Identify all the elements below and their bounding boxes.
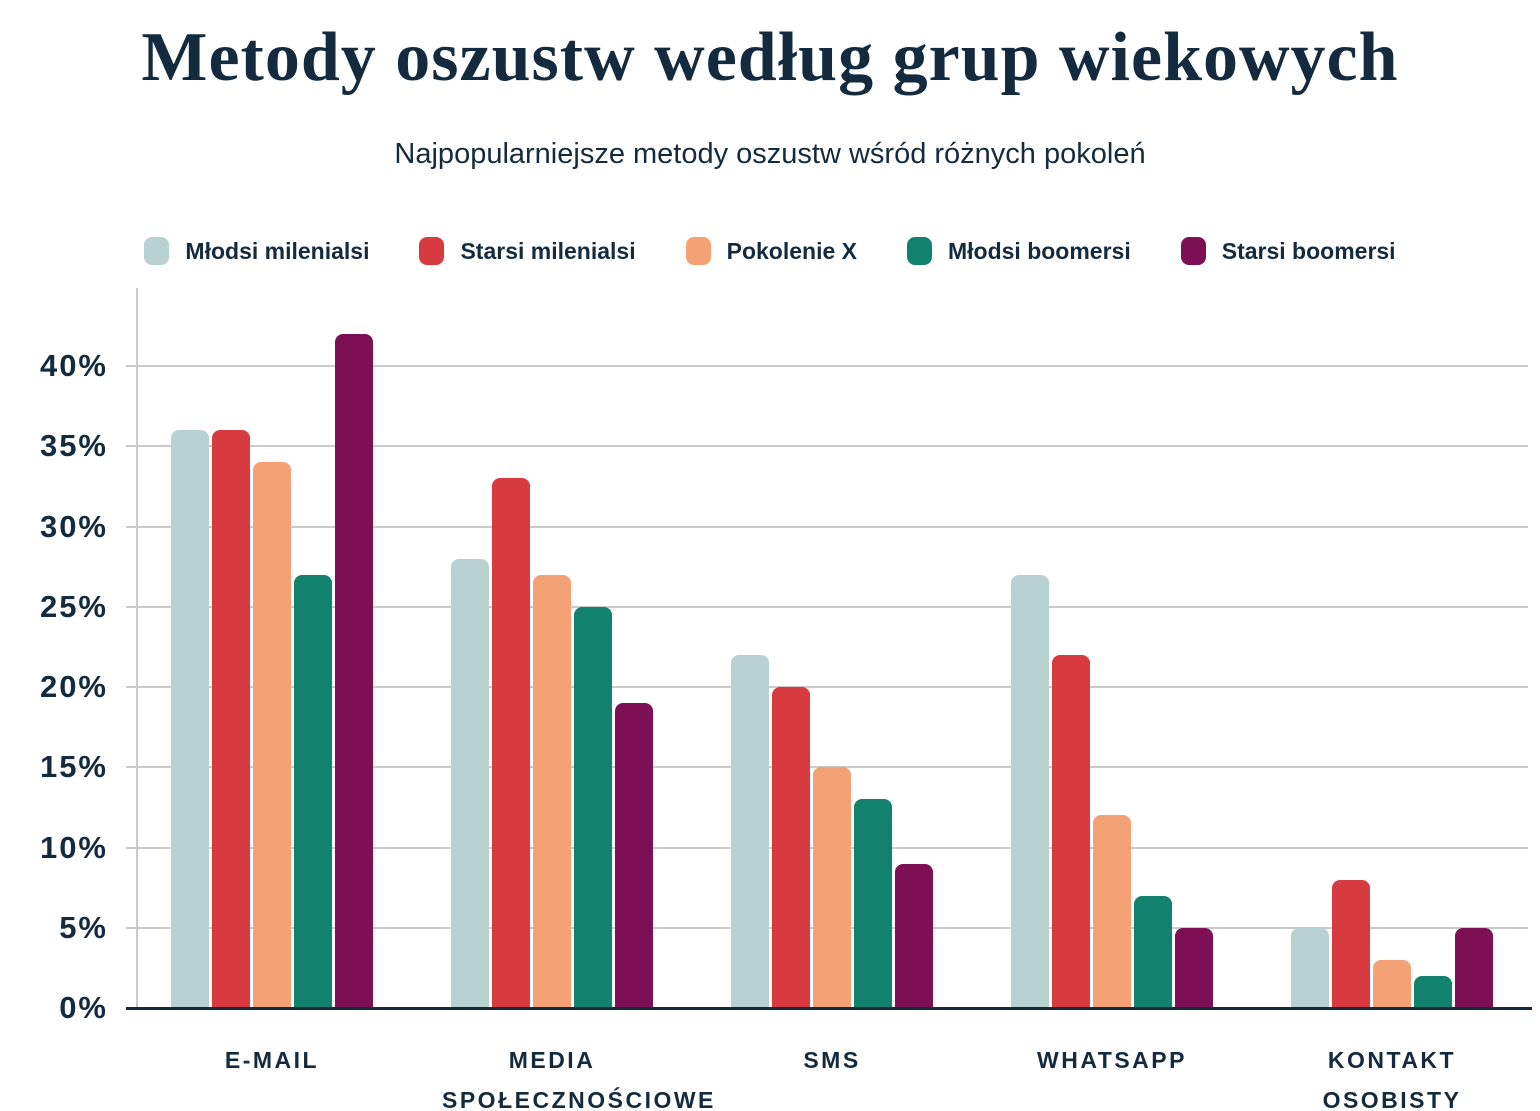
- legend-label: Pokolenie X: [726, 237, 857, 264]
- y-axis-label: 15%: [39, 749, 108, 785]
- bar: [1093, 815, 1131, 1008]
- bar: [772, 687, 810, 1008]
- bar: [813, 767, 851, 1008]
- legend: Młodsi milenialsi Starsi milenialsi Pokole…: [0, 237, 1540, 265]
- gridline: [126, 605, 1528, 608]
- bar: [533, 575, 571, 1008]
- bar: [854, 799, 892, 1008]
- legend-swatch: [1180, 237, 1206, 265]
- legend-item: Młodsi boomersi: [906, 237, 1131, 265]
- legend-item: Młodsi milenialsi: [144, 237, 369, 265]
- bar: [335, 334, 373, 1008]
- y-axis-line: [136, 288, 138, 1008]
- legend-swatch: [144, 237, 170, 265]
- y-axis-label: 10%: [39, 829, 108, 865]
- legend-item: Pokolenie X: [685, 237, 857, 265]
- bar: [294, 575, 332, 1008]
- legend-item: Starsi milenialsi: [419, 237, 636, 265]
- bar: [492, 478, 530, 1008]
- x-axis-label: WHATSAPP: [1037, 1047, 1187, 1073]
- bar: [895, 864, 933, 1008]
- legend-label: Młodsi boomersi: [947, 237, 1131, 264]
- y-axis-label: 5%: [59, 909, 108, 945]
- y-axis-label: 35%: [39, 428, 108, 464]
- bar: [1175, 928, 1213, 1008]
- y-axis-label: 20%: [39, 669, 108, 704]
- x-axis-label: KONTAKT OSOBISTY: [1322, 1047, 1462, 1111]
- x-axis-line: [126, 1007, 1532, 1010]
- bar: [212, 430, 250, 1008]
- y-axis-label: 40%: [39, 348, 108, 383]
- bar: [731, 655, 769, 1008]
- bar: [1332, 880, 1370, 1008]
- bar: [1455, 928, 1493, 1008]
- gridline: [126, 365, 1528, 367]
- bar: [1291, 928, 1329, 1008]
- bar: [615, 703, 653, 1008]
- legend-swatch: [419, 237, 445, 265]
- chart-title: Metody oszustw według grup wiekowych: [141, 19, 1399, 96]
- gridline: [126, 525, 1528, 528]
- legend-label: Starsi boomersi: [1221, 237, 1396, 264]
- gridline: [126, 686, 1528, 688]
- legend-swatch: [685, 237, 711, 265]
- legend-label: Młodsi milenialsi: [185, 237, 370, 264]
- chart-subtitle: Najpopularniejsze metody oszustw wśród r…: [394, 138, 1146, 170]
- y-axis-label: 25%: [39, 588, 108, 624]
- bar: [253, 462, 291, 1008]
- bar: [1373, 960, 1411, 1008]
- x-axis-label: MEDIA SPOŁECZNOŚCIOWE: [442, 1047, 716, 1111]
- legend-item: Starsi boomersi: [1180, 237, 1396, 265]
- legend-label: Starsi milenialsi: [460, 237, 636, 264]
- bar: [574, 607, 612, 1008]
- bar: [451, 559, 489, 1008]
- bar: [171, 430, 209, 1008]
- legend-swatch: [906, 237, 932, 265]
- y-axis-label: 30%: [39, 508, 108, 544]
- gridline: [126, 445, 1528, 448]
- x-axis-label: E-MAIL: [224, 1047, 320, 1073]
- x-axis-label: SMS: [803, 1047, 861, 1073]
- bar: [1414, 976, 1452, 1008]
- bar: [1134, 896, 1172, 1008]
- bar: [1052, 655, 1090, 1008]
- bar: [1011, 575, 1049, 1008]
- y-axis-label: 0%: [59, 990, 108, 1025]
